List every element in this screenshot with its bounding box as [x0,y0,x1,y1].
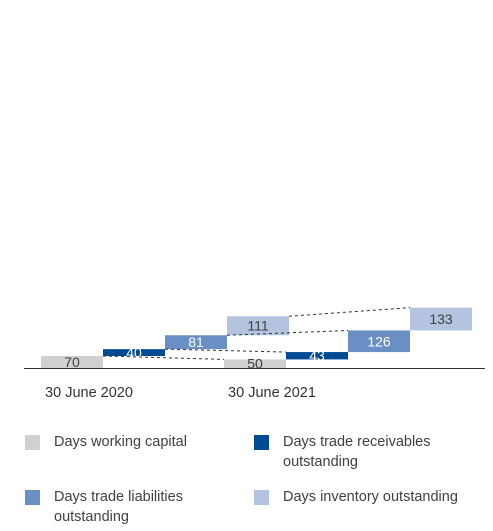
data-label-days-inventory-outstanding-30-june-2021: 133 [429,311,453,327]
data-label-days-trade-liabilities-outstanding-30-june-2020: 81 [188,334,204,350]
legend-label: Days inventory outstanding [283,487,458,507]
bar-days-working-capital-30-june-2021 [224,359,286,368]
waterfall-chart: 70 40 81 111 50 43 126 133 30 June 2020 30 June 2… [24,307,485,401]
x-tick-label-30-june-2021: 30 June 2021 [228,385,316,401]
connector-line-days-inventory-outstanding [288,307,411,317]
legend-swatch [254,490,269,505]
legend-label-line: Days working capital [54,434,187,450]
legend-label: Days trade liabilities outstanding [54,487,183,527]
legend-swatch [254,435,269,450]
bar-days-working-capital-30-june-2020 [41,356,103,368]
legend-label-line: Days trade liabilities [54,489,183,505]
connector-line-days-trade-receivables-outstanding [164,348,287,353]
legend-swatch [25,490,40,505]
legend-label-line: outstanding [54,509,129,525]
legend-label-line: outstanding [283,454,358,470]
legend-swatch [25,435,40,450]
legend-label: Days working capital [54,432,187,452]
legend-item-days-trade-receivables-outstanding: Days trade receivables outstanding [254,432,431,472]
data-label-days-working-capital-30-june-2020: 70 [64,354,80,370]
bar-days-trade-receivables-outstanding-30-june-2020 [103,349,165,356]
connector-line-days-trade-liabilities-outstanding [226,329,349,336]
legend-item-days-working-capital: Days working capital [25,432,187,452]
bar-days-trade-liabilities-outstanding-30-june-2020 [165,335,227,350]
legend-label-line: Days trade receivables [283,434,431,450]
data-label-days-working-capital-30-june-2021: 50 [247,356,263,372]
bar-days-trade-liabilities-outstanding-30-june-2021 [348,330,410,353]
bar-days-trade-receivables-outstanding-30-june-2021 [286,352,348,360]
bar-days-inventory-outstanding-30-june-2020 [227,316,289,336]
bar-days-inventory-outstanding-30-june-2021 [410,307,472,331]
connector-line-days-working-capital [102,355,225,360]
data-label-days-trade-receivables-outstanding-30-june-2021: 43 [309,348,325,364]
legend-label: Days trade receivables outstanding [283,432,431,472]
data-label-days-trade-liabilities-outstanding-30-june-2021: 126 [367,333,391,349]
chart-legend: Days working capital Days trade receivabl… [0,428,493,531]
data-label-days-trade-receivables-outstanding-30-june-2020: 40 [126,345,142,361]
legend-item-days-trade-liabilities-outstanding: Days trade liabilities outstanding [25,487,183,527]
legend-label-line: Days inventory outstanding [283,489,458,505]
data-label-days-inventory-outstanding-30-june-2020: 111 [247,318,268,334]
legend-item-days-inventory-outstanding: Days inventory outstanding [254,487,458,507]
x-tick-label-30-june-2020: 30 June 2020 [45,385,133,401]
